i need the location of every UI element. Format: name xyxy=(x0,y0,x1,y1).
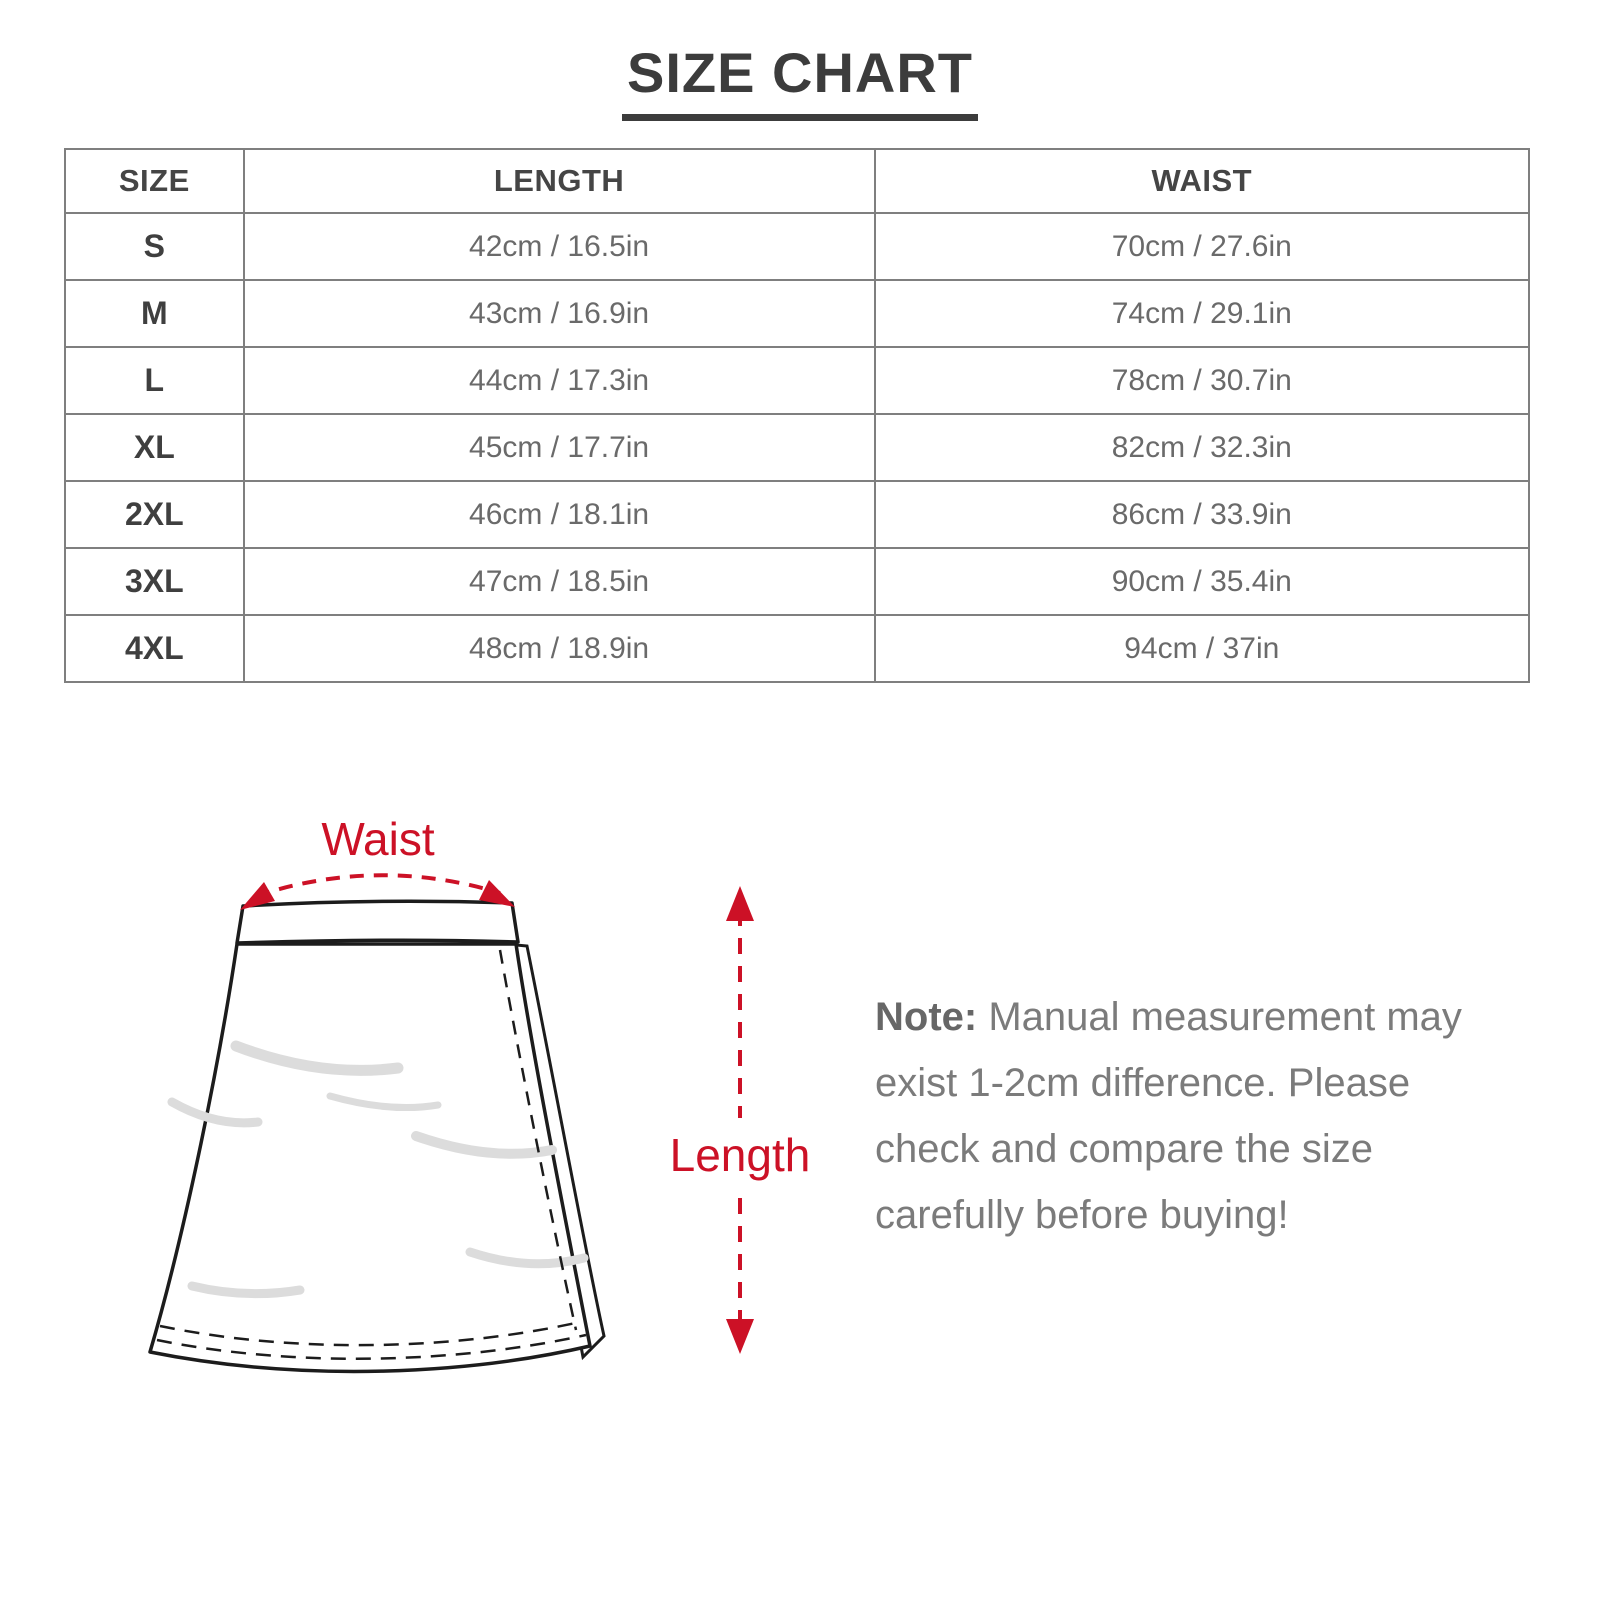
size-cell: XL xyxy=(64,413,245,482)
length-arrow xyxy=(726,886,754,1354)
table-row: M 43cm / 16.9in 74cm / 29.1in xyxy=(64,279,1531,348)
wrap-stitch-line xyxy=(498,949,578,1331)
column-header: SIZE xyxy=(64,148,245,214)
note-line: carefully before buying! xyxy=(875,1193,1289,1237)
page-title-text: SIZE CHART xyxy=(622,40,978,121)
length-cell: 45cm / 17.7in xyxy=(242,413,876,482)
note-line: check and compare the size xyxy=(875,1127,1374,1171)
size-cell: 4XL xyxy=(64,614,245,683)
waist-arrow xyxy=(240,873,515,910)
length-cell: 42cm / 16.5in xyxy=(242,212,876,281)
hem-stitch-line xyxy=(156,1333,587,1360)
size-cell: 3XL xyxy=(64,547,245,616)
hem-stitch-line xyxy=(159,1320,581,1347)
size-cell: L xyxy=(64,346,245,415)
table-row: 3XL 47cm / 18.5in 90cm / 35.4in xyxy=(64,547,1531,616)
length-cell: 46cm / 18.1in xyxy=(242,480,876,549)
length-cell: 47cm / 18.5in xyxy=(242,547,876,616)
table-row: 4XL 48cm / 18.9in 94cm / 37in xyxy=(64,614,1531,683)
length-cell: 44cm / 17.3in xyxy=(242,346,876,415)
size-cell: 2XL xyxy=(64,480,245,549)
length-measurement-label: Length xyxy=(669,1129,811,1181)
table-row: S 42cm / 16.5in 70cm / 27.6in xyxy=(64,212,1531,281)
waist-cell: 94cm / 37in xyxy=(873,614,1531,683)
table-row: XL 45cm / 17.7in 82cm / 32.3in xyxy=(64,413,1531,482)
note-label: Note: xyxy=(875,995,978,1039)
length-cell: 48cm / 18.9in xyxy=(242,614,876,683)
size-cell: M xyxy=(64,279,245,348)
note-text: Note: Manual measurement may exist 1-2cm… xyxy=(875,984,1515,1248)
size-cell: S xyxy=(64,212,245,281)
waist-cell: 70cm / 27.6in xyxy=(873,212,1531,281)
table-row: 2XL 46cm / 18.1in 86cm / 33.9in xyxy=(64,480,1531,549)
waist-measurement-label: Waist xyxy=(321,813,435,865)
skirt-waistband xyxy=(235,899,520,945)
note-line: Note: Manual measurement may xyxy=(875,984,1515,1050)
length-cell: 43cm / 16.9in xyxy=(242,279,876,348)
note-line: exist 1-2cm difference. Please xyxy=(875,1061,1411,1105)
note-line-text: Manual measurement may xyxy=(988,995,1462,1039)
table-row: L 44cm / 17.3in 78cm / 30.7in xyxy=(64,346,1531,415)
waist-cell: 90cm / 35.4in xyxy=(873,547,1531,616)
column-header: WAIST xyxy=(873,148,1531,214)
page-title: SIZE CHART xyxy=(0,40,1600,121)
waist-cell: 74cm / 29.1in xyxy=(873,279,1531,348)
table-header-row: SIZE LENGTH WAIST xyxy=(64,148,1531,214)
waist-cell: 86cm / 33.9in xyxy=(873,480,1531,549)
column-header: LENGTH xyxy=(242,148,876,214)
waist-cell: 82cm / 32.3in xyxy=(873,413,1531,482)
size-chart-table: SIZE LENGTH WAIST S 42cm / 16.5in 70cm / 27.… xyxy=(64,148,1531,683)
waist-cell: 78cm / 30.7in xyxy=(873,346,1531,415)
